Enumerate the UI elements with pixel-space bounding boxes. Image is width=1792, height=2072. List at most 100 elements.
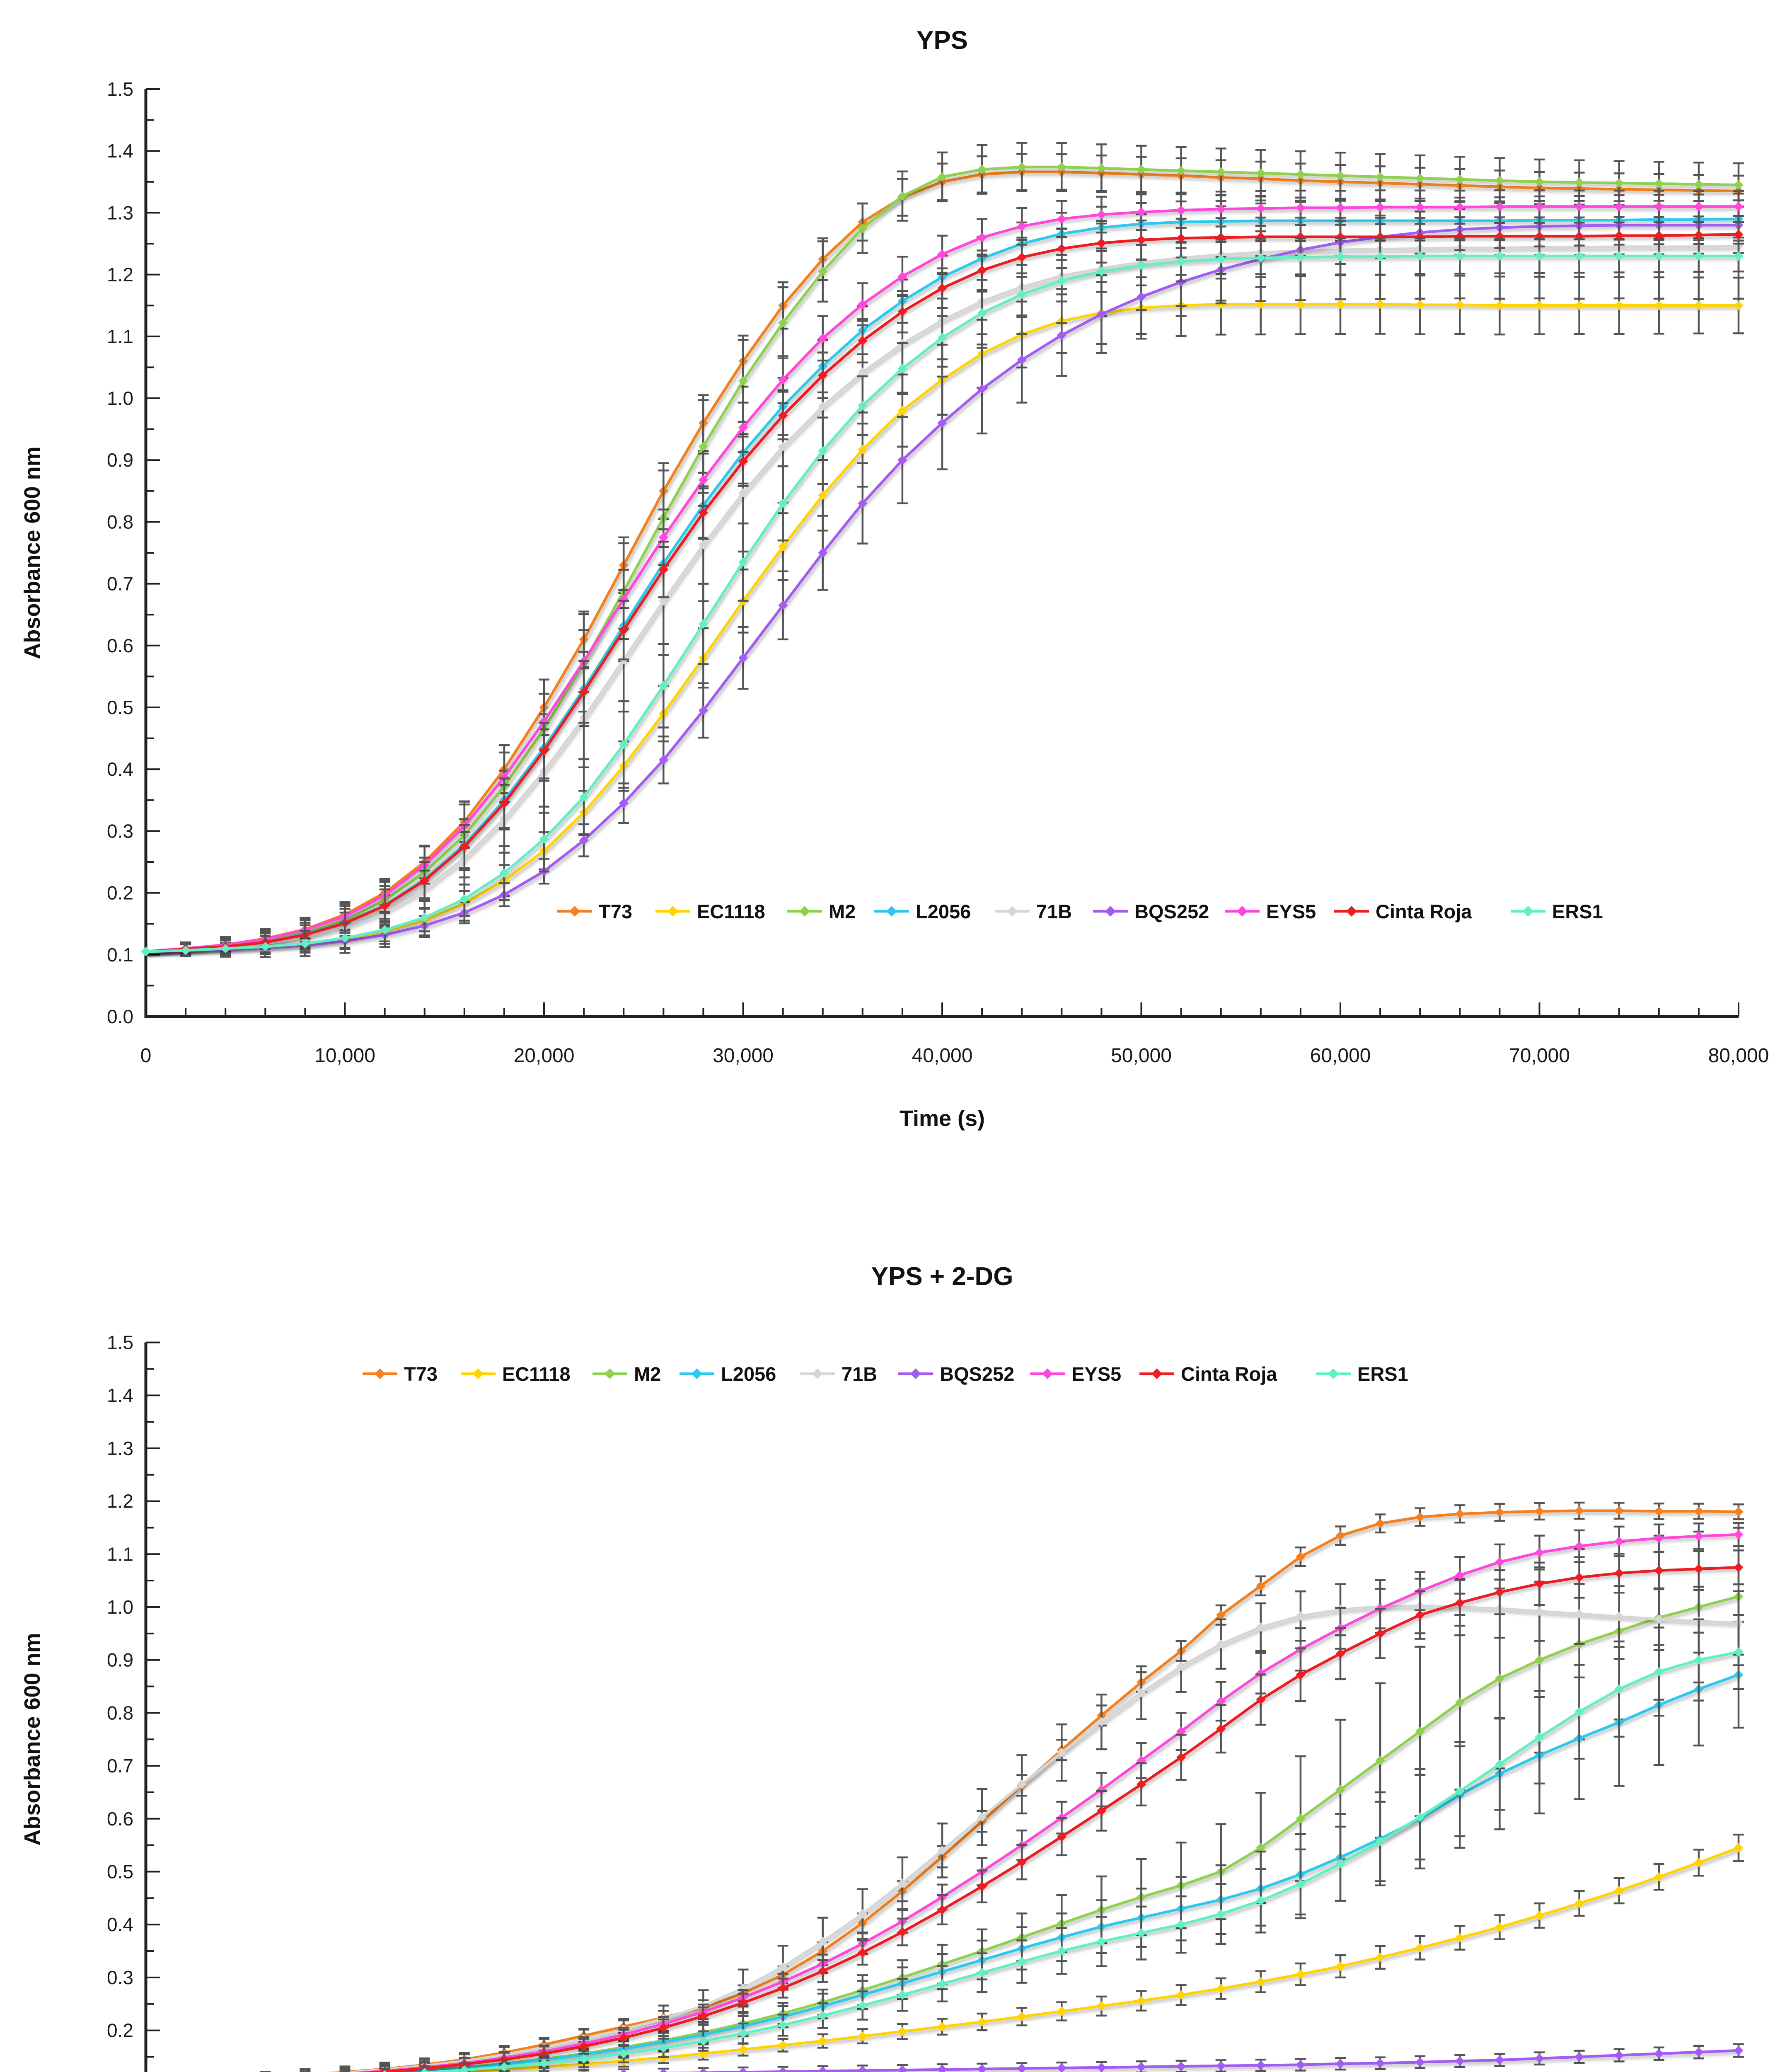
legend-label: L2056	[721, 1363, 776, 1385]
legend-item-bqs252: BQS252	[1093, 900, 1209, 922]
x-axis-label-top: Time (s)	[899, 1106, 985, 1131]
error-bars	[260, 1578, 1744, 2072]
legend-label: T73	[599, 900, 632, 922]
y-axis-label-bottom: Absorbance 600 nm	[20, 1633, 45, 1846]
error-bars	[180, 142, 1744, 956]
legend-item-ec1118: EC1118	[461, 1363, 571, 1385]
x-tick-label: 80,000	[1708, 1045, 1769, 1067]
y-tick-label: 1.3	[107, 202, 133, 223]
legend-item-ec1118: EC1118	[655, 900, 765, 922]
legend-label: EYS5	[1266, 900, 1316, 922]
legend-label: M2	[634, 1363, 661, 1385]
y-tick-label: 0.7	[107, 1755, 133, 1777]
chart-1: 0.00.10.20.30.40.50.60.70.80.91.01.11.21…	[107, 1332, 1744, 2072]
series-cinta-roja	[300, 1549, 1744, 2072]
legend-item-m2: M2	[787, 900, 856, 922]
y-tick-label: 0.3	[107, 820, 133, 842]
markers	[503, 2045, 1744, 2072]
legend-label: Cinta Roja	[1376, 900, 1472, 922]
chart-0: 0.0 0.1 0.2 0.3 0.4 0.5 0.6 0.7 0.8 0.9 1.0 1.1 1.2 1…	[107, 78, 1769, 1067]
error-bars	[339, 1614, 1744, 2072]
y-axis-ticks: 0.0 0.1 0.2 0.3 0.4 0.5 0.6 0.7 0.8 0.9 1.0 1.1 1.2 1…	[107, 78, 160, 1027]
y-tick-label: 1.4	[107, 1385, 133, 1406]
y-tick-label: 1.0	[107, 387, 133, 409]
legend: T73 EC1118 M2 L2056 71B BQS252 EYS5 Cinta Roja E…	[363, 1363, 1408, 1385]
legend-label: EYS5	[1071, 1363, 1121, 1385]
chart-title-yps-2dg: YPS + 2-DG	[871, 1262, 1013, 1291]
legend-label: EC1118	[502, 1363, 571, 1385]
legend-label: ERS1	[1357, 1363, 1408, 1385]
markers	[141, 251, 1744, 956]
y-tick-label: 0.1	[107, 944, 133, 966]
legend-label: 71B	[842, 1363, 877, 1385]
y-tick-label: 0.6	[107, 635, 133, 656]
y-tick-label: 1.1	[107, 326, 133, 347]
y-tick-label: 0.4	[107, 758, 133, 780]
legend-label: 71B	[1036, 900, 1072, 922]
x-axis-ticks: 0 10,000 20,000 30,000 40,000 50,000 60,000 70,…	[140, 1002, 1769, 1067]
y-tick-label: 0.4	[107, 1914, 133, 1935]
y-tick-label: 0.6	[107, 1808, 133, 1830]
markers	[344, 1647, 1744, 2072]
series-ers1	[141, 237, 1744, 958]
legend-label: EC1118	[697, 900, 765, 922]
legend-label: M2	[829, 900, 856, 922]
x-tick-label: 30,000	[713, 1045, 774, 1067]
y-tick-label: 0.0	[107, 1006, 133, 1027]
x-tick-label: 20,000	[514, 1045, 575, 1067]
error-bars	[180, 153, 1744, 955]
x-tick-label: 0	[140, 1045, 152, 1067]
legend-item-ers1: ERS1	[1316, 1363, 1408, 1385]
legend-label: BQS252	[1134, 900, 1209, 922]
y-tick-label: 1.3	[107, 1438, 133, 1459]
legend-item-ers1: ERS1	[1511, 900, 1603, 922]
x-tick-label: 40,000	[912, 1045, 973, 1067]
y-tick-label: 1.4	[107, 140, 133, 162]
y-tick-label: 0.9	[107, 1649, 133, 1671]
legend-item-t73: T73	[363, 1363, 438, 1385]
y-tick-label: 0.9	[107, 449, 133, 471]
y-tick-label: 1.2	[107, 264, 133, 286]
error-bars	[180, 237, 1744, 958]
legend-item-eys5: EYS5	[1225, 900, 1316, 922]
error-bars	[180, 199, 1744, 956]
legend-item-t73: T73	[557, 900, 632, 922]
legend-label: T73	[404, 1363, 438, 1385]
legend-item-71b: 71B	[995, 900, 1072, 922]
legend-item-71b: 71B	[800, 1363, 877, 1385]
legend-item-bqs252: BQS252	[898, 1363, 1014, 1385]
y-tick-label: 1.5	[107, 78, 133, 100]
y-tick-label: 0.2	[107, 2020, 133, 2041]
y-tick-label: 1.0	[107, 1596, 133, 1618]
legend-item-cinta-roja: Cinta Roja	[1334, 900, 1472, 922]
legend-label: L2056	[916, 900, 971, 922]
error-bars	[300, 1549, 1744, 2072]
y-tick-label: 0.8	[107, 511, 133, 533]
legend-item-l2056: L2056	[874, 900, 971, 922]
x-tick-label: 10,000	[314, 1045, 375, 1067]
y-axis-ticks: 0.00.10.20.30.40.50.60.70.80.91.01.11.21…	[107, 1332, 160, 2058]
error-bars	[180, 192, 1744, 957]
y-tick-label: 1.1	[107, 1543, 133, 1565]
legend-label: BQS252	[940, 1363, 1014, 1385]
legend-label: Cinta Roja	[1181, 1363, 1277, 1385]
y-axis-label-top: Absorbance 600 nm	[20, 446, 45, 659]
error-bars	[300, 1621, 1744, 2072]
y-tick-label: 0.2	[107, 882, 133, 904]
y-tick-label: 0.5	[107, 697, 133, 718]
y-tick-label: 1.5	[107, 1332, 133, 1353]
x-tick-label: 50,000	[1111, 1045, 1172, 1067]
x-tick-label: 60,000	[1310, 1045, 1371, 1067]
legend: T73 EC1118 M2 L2056 71B BQS252 EYS5 Cinta Roja E…	[557, 900, 1603, 922]
legend-item-m2: M2	[592, 1363, 661, 1385]
y-tick-label: 0.7	[107, 573, 133, 595]
y-tick-label: 0.5	[107, 1861, 133, 1883]
legend-item-eys5: EYS5	[1030, 1363, 1121, 1385]
legend-item-l2056: L2056	[680, 1363, 776, 1385]
legend-item-cinta-roja: Cinta Roja	[1139, 1363, 1277, 1385]
x-tick-label: 70,000	[1509, 1045, 1570, 1067]
series-ers1	[339, 1614, 1744, 2072]
y-tick-label: 0.8	[107, 1702, 133, 1723]
